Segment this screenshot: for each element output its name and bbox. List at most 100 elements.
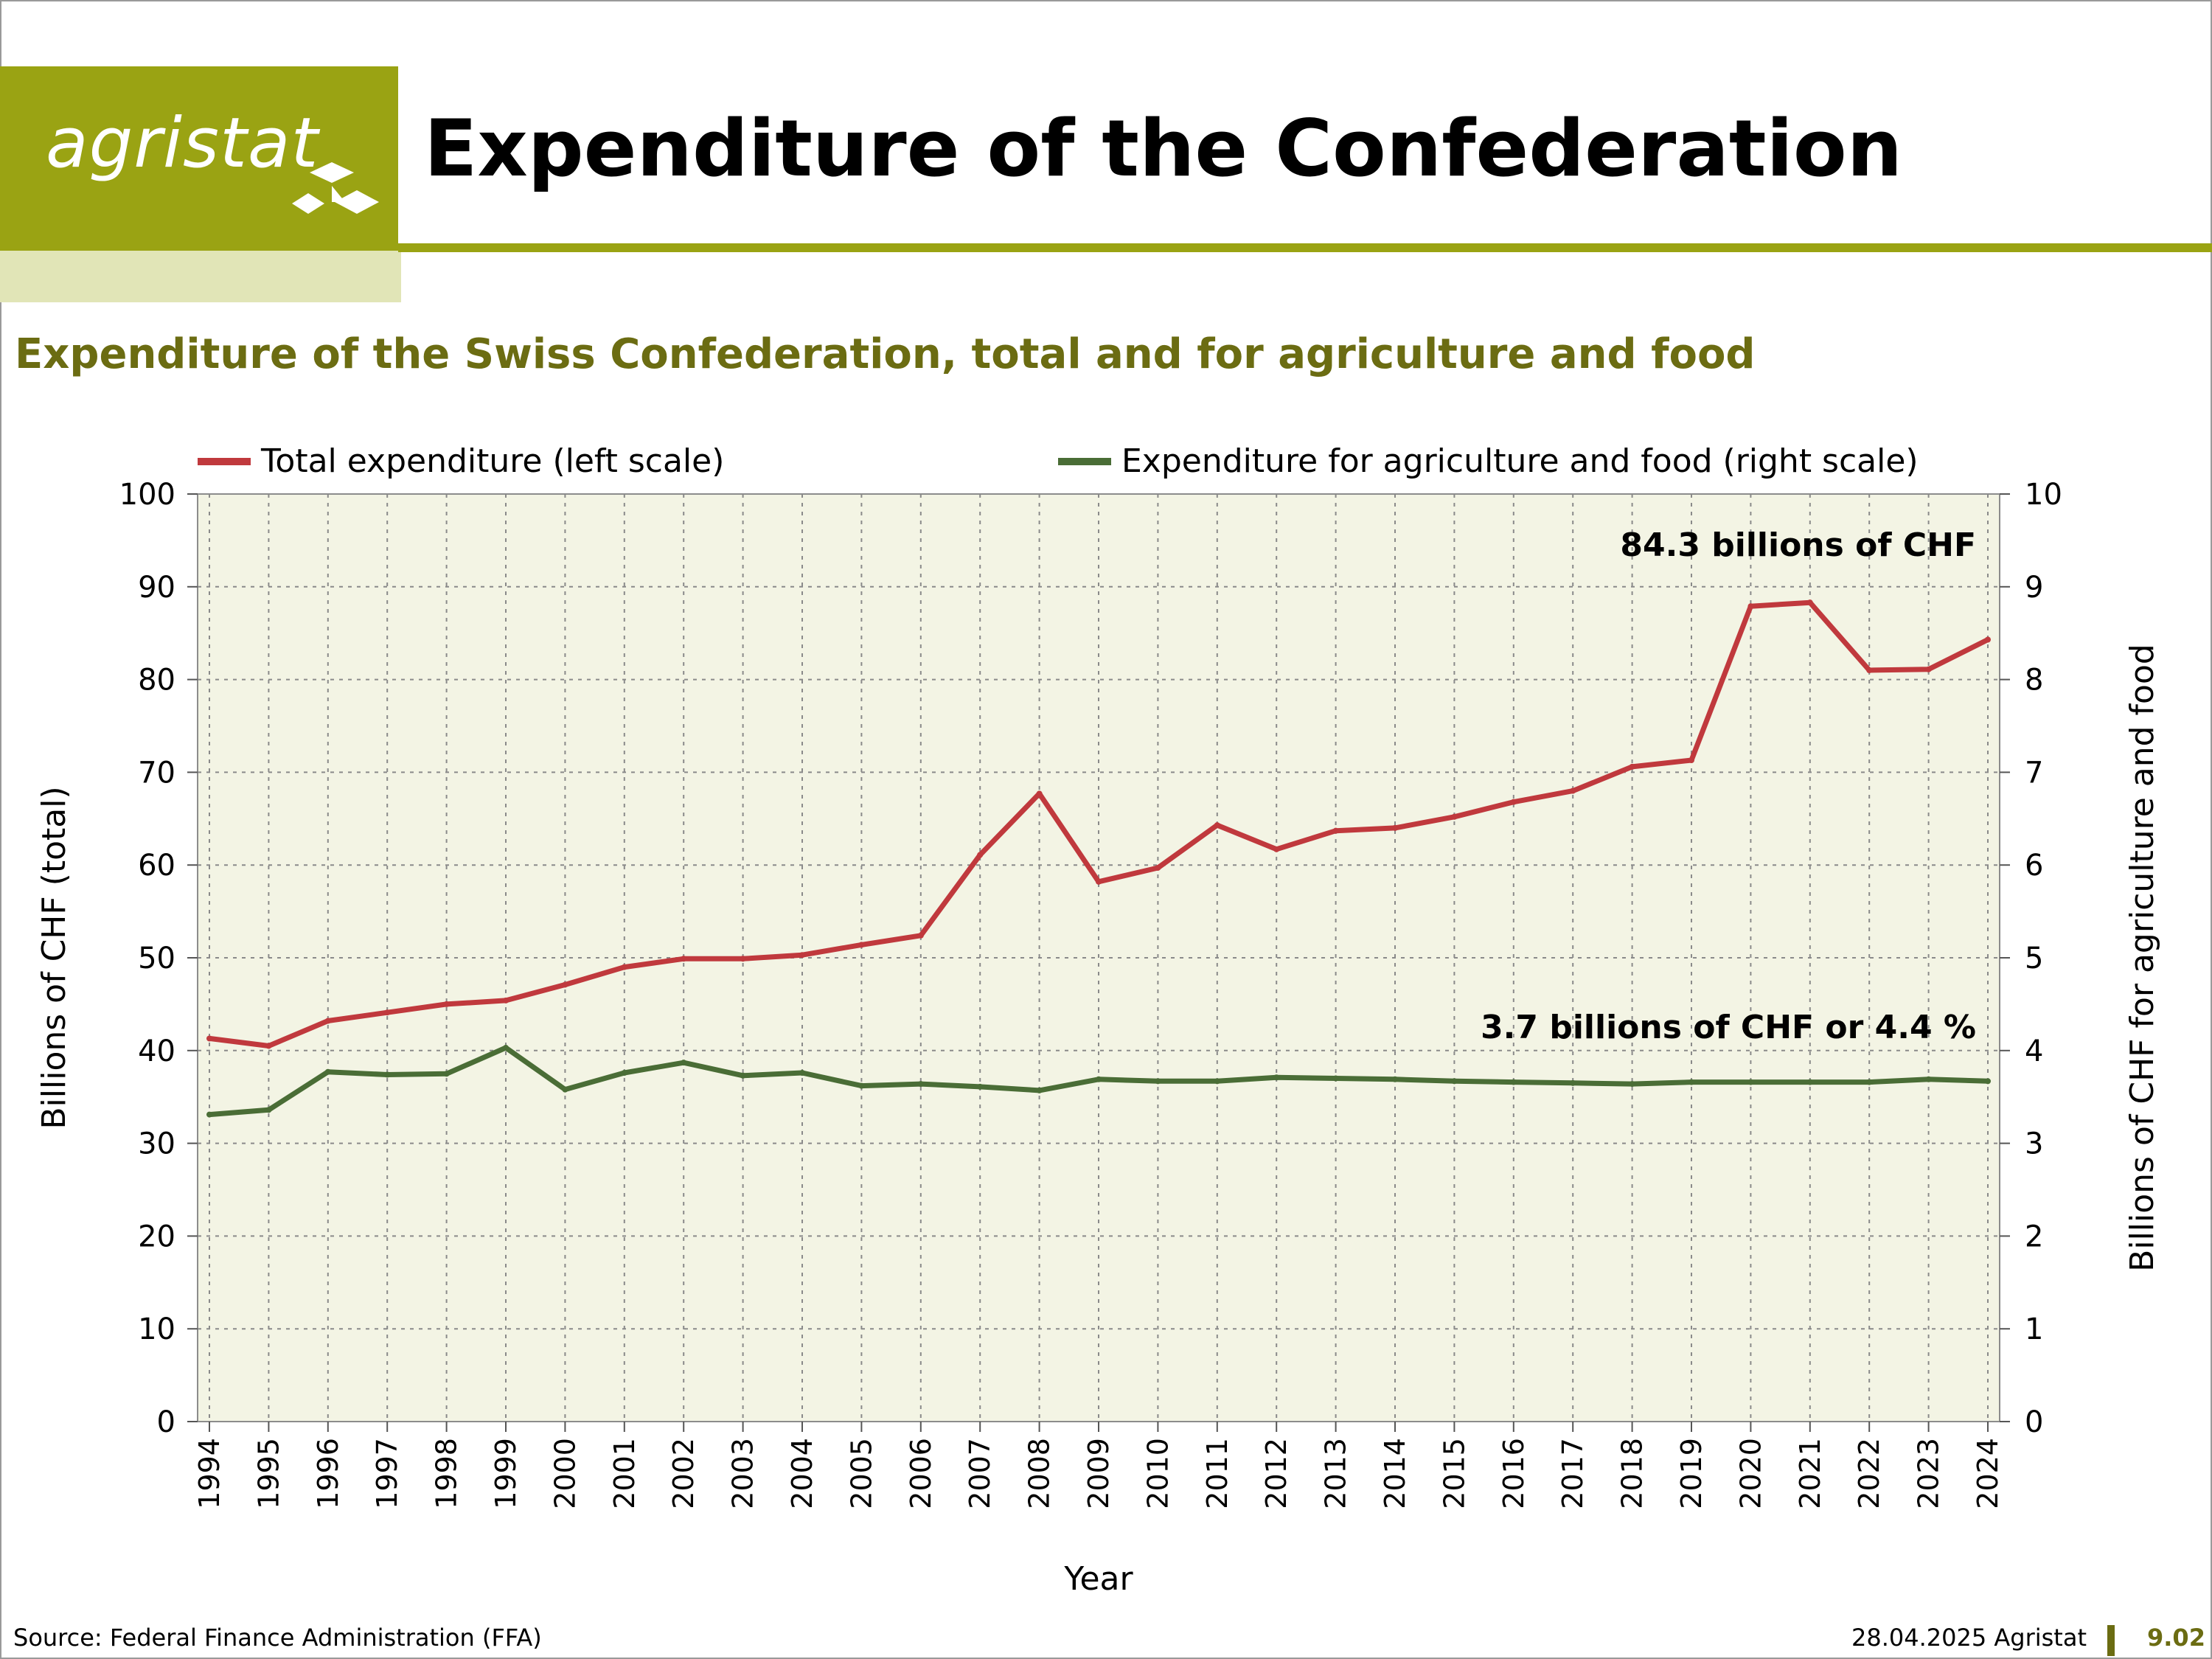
data-point bbox=[977, 1083, 984, 1090]
y-left-tick-label: 50 bbox=[138, 942, 175, 975]
data-point bbox=[1688, 757, 1694, 764]
data-point bbox=[740, 956, 746, 962]
data-point bbox=[681, 956, 687, 962]
x-tick-label: 2004 bbox=[786, 1438, 818, 1509]
data-point bbox=[1036, 1087, 1043, 1093]
data-point bbox=[503, 1045, 509, 1051]
x-tick-label: 2013 bbox=[1320, 1438, 1352, 1509]
data-point bbox=[1036, 790, 1043, 797]
x-tick-label: 1996 bbox=[312, 1438, 344, 1509]
x-tick-label: 2011 bbox=[1201, 1438, 1234, 1509]
data-point bbox=[1155, 1078, 1161, 1085]
x-tick-label: 2023 bbox=[1913, 1438, 1945, 1509]
x-tick-label: 2002 bbox=[667, 1438, 700, 1509]
data-point bbox=[1925, 666, 1932, 672]
data-point bbox=[1747, 1079, 1754, 1085]
x-tick-label: 2009 bbox=[1082, 1438, 1115, 1509]
x-tick-label: 1994 bbox=[193, 1438, 226, 1509]
data-point bbox=[503, 997, 509, 1004]
data-point bbox=[265, 1043, 272, 1049]
y-right-tick-label: 0 bbox=[2025, 1405, 2043, 1439]
data-point bbox=[384, 1009, 391, 1016]
data-point bbox=[562, 1086, 568, 1093]
data-point bbox=[384, 1071, 391, 1078]
x-tick-label: 2005 bbox=[845, 1438, 877, 1509]
data-point bbox=[1866, 1079, 1873, 1085]
y-left-tick-label: 70 bbox=[138, 756, 175, 790]
y-left-tick-label: 20 bbox=[138, 1220, 175, 1253]
x-tick-label: 2015 bbox=[1438, 1438, 1470, 1509]
x-tick-label: 2017 bbox=[1557, 1438, 1589, 1509]
data-point bbox=[1214, 1078, 1220, 1085]
data-point bbox=[799, 952, 805, 959]
footer-divider bbox=[2107, 1625, 2115, 1656]
diamond-logo-icon bbox=[292, 162, 379, 214]
y-right-tick-label: 7 bbox=[2025, 756, 2043, 790]
x-tick-label: 2021 bbox=[1794, 1438, 1826, 1509]
x-axis-title: Year bbox=[1063, 1560, 1133, 1598]
y-right-tick-label: 9 bbox=[2025, 571, 2043, 605]
logo-text: agristat bbox=[46, 103, 319, 184]
data-point bbox=[621, 1069, 627, 1076]
x-tick-label: 1997 bbox=[371, 1438, 403, 1509]
x-tick-label: 2019 bbox=[1675, 1438, 1708, 1509]
data-point bbox=[1866, 667, 1873, 674]
y-left-axis-title: Billions of CHF (total) bbox=[35, 786, 73, 1129]
y-right-tick-label: 6 bbox=[2025, 849, 2043, 883]
data-point bbox=[799, 1069, 805, 1076]
footer-date: 28.04.2025 Agristat bbox=[1851, 1624, 2087, 1652]
y-left-tick-label: 60 bbox=[138, 849, 175, 883]
data-point bbox=[1629, 763, 1635, 770]
data-point bbox=[1985, 1078, 1991, 1085]
data-point bbox=[1510, 799, 1517, 805]
data-point bbox=[1688, 1079, 1694, 1085]
data-point bbox=[1273, 1074, 1280, 1081]
data-point bbox=[206, 1111, 212, 1118]
legend-label: Expenditure for agriculture and food (ri… bbox=[1121, 442, 1919, 480]
annotation-label: 3.7 billions of CHF or 4.4 % bbox=[1481, 1009, 1976, 1046]
data-point bbox=[1392, 824, 1398, 831]
data-point bbox=[1747, 603, 1754, 610]
y-right-tick-label: 2 bbox=[2025, 1220, 2043, 1253]
data-point bbox=[1806, 599, 1813, 606]
x-tick-label: 2010 bbox=[1141, 1438, 1174, 1509]
data-point bbox=[1451, 1078, 1458, 1085]
y-left-tick-label: 30 bbox=[138, 1127, 175, 1161]
page-title: Expenditure of the Confederation bbox=[424, 103, 1903, 194]
chart-subtitle: Expenditure of the Swiss Confederation, … bbox=[15, 330, 1756, 378]
data-point bbox=[681, 1060, 687, 1066]
data-point bbox=[562, 981, 568, 988]
x-tick-label: 2007 bbox=[964, 1438, 996, 1509]
data-point bbox=[1096, 878, 1102, 885]
y-left-tick-label: 100 bbox=[119, 478, 175, 512]
data-point bbox=[1510, 1079, 1517, 1085]
data-point bbox=[1155, 864, 1161, 871]
x-tick-label: 2008 bbox=[1023, 1438, 1056, 1509]
data-point bbox=[740, 1072, 746, 1079]
header-rule bbox=[398, 243, 2212, 252]
data-point bbox=[443, 1071, 450, 1077]
x-tick-label: 2012 bbox=[1260, 1438, 1293, 1509]
data-point bbox=[1451, 813, 1458, 820]
data-point bbox=[858, 1082, 865, 1089]
line-chart: 0 0 10 1 20 2 30 3 40 4 50 5 60 6 70 7 80 8 90 9 100 10 1994 19… bbox=[35, 442, 2161, 1598]
data-point bbox=[1570, 787, 1576, 794]
data-point bbox=[1570, 1079, 1576, 1086]
y-right-tick-label: 10 bbox=[2025, 478, 2062, 512]
y-left-tick-label: 40 bbox=[138, 1034, 175, 1068]
data-point bbox=[1392, 1076, 1398, 1082]
x-tick-label: 2016 bbox=[1498, 1438, 1530, 1509]
y-left-tick-label: 0 bbox=[157, 1405, 175, 1439]
data-point bbox=[1806, 1079, 1813, 1085]
x-tick-label: 2014 bbox=[1379, 1438, 1411, 1509]
x-tick-label: 2006 bbox=[905, 1438, 937, 1509]
y-right-axis-title: Billions of CHF for agriculture and food bbox=[2124, 644, 2161, 1272]
data-point bbox=[1332, 1075, 1339, 1082]
data-point bbox=[1925, 1076, 1932, 1082]
y-left-tick-label: 90 bbox=[138, 571, 175, 605]
logo-accent-strip bbox=[0, 251, 401, 302]
y-right-tick-label: 3 bbox=[2025, 1127, 2043, 1161]
x-tick-label: 2022 bbox=[1853, 1438, 1885, 1509]
x-tick-label: 2018 bbox=[1616, 1438, 1649, 1509]
